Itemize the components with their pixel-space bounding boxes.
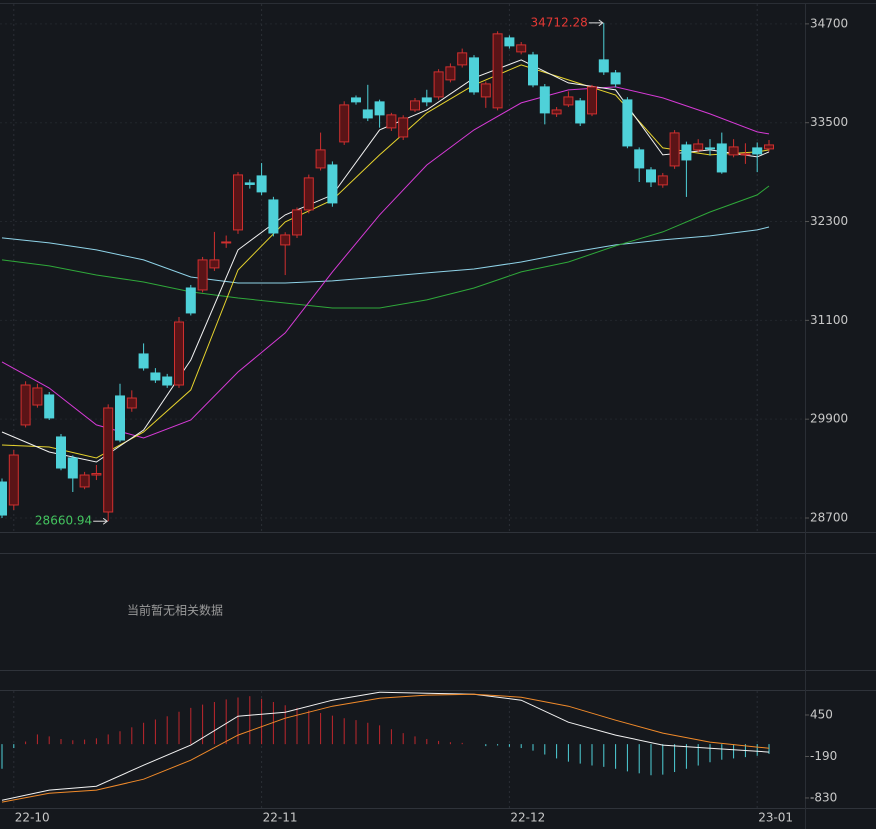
y-tick-label: 450 [810,707,833,721]
candle-body [362,109,373,119]
candle-body [351,97,361,103]
candle-body [587,86,597,115]
candle-body [575,100,586,124]
y-tick-label: 28700 [810,511,848,525]
candle-body [209,259,220,269]
candle-body [233,174,243,231]
candle-body [410,100,420,111]
candle-body [374,101,385,116]
candle-body [693,143,704,151]
y-tick-label: 33500 [810,115,848,129]
candle-body [327,164,338,204]
candle-body [67,457,78,479]
candle-body [268,199,279,234]
candle-body [528,54,538,86]
candle-body [280,234,291,246]
candle-body [421,97,432,103]
candle-body [185,287,196,314]
candle-body [315,149,326,169]
candle-body [115,395,125,441]
candle-body [138,353,149,369]
candle-body [91,473,102,476]
candle-body [551,109,562,115]
candle-body [764,144,774,150]
candle-body [0,481,7,516]
y-tick-label: 31100 [810,313,848,327]
candle-body [598,59,609,73]
candle-body [657,175,668,186]
candle-body [79,474,90,488]
y-tick-label: 29900 [810,412,848,426]
candle-body [103,407,114,513]
x-tick-label: 22-10 [15,811,50,825]
candle-body [646,169,656,183]
candle-body [197,259,208,291]
candle-body [457,52,468,66]
candle-body [174,321,184,386]
x-tick-label: 22-11 [263,811,298,825]
candle-body [303,177,314,211]
candle-body [221,241,232,244]
candle-body [728,146,739,156]
candle-body [398,117,409,138]
candle-body [445,66,456,81]
candle-body [634,149,645,169]
candle-body [681,144,692,161]
candle-body [563,96,574,106]
candle-body [492,33,503,109]
candle-body [32,387,43,406]
y-tick-label: 34700 [810,16,848,30]
candle-body [504,37,515,47]
x-tick-label: 22-12 [510,811,545,825]
candle-body [716,143,727,173]
candle-body [8,454,19,506]
candle-body [20,384,31,426]
y-tick-label: -190 [810,749,837,763]
candle-body [162,376,173,386]
annotation-arrowhead [598,19,604,27]
candle-body [126,397,137,409]
candle-body [433,71,444,98]
candle-body [622,99,633,147]
annotation-label: 34712.28 [531,15,588,29]
line-series [1,691,770,801]
candle-body [339,104,350,143]
candle-body [740,153,751,156]
y-tick-label: 32300 [810,214,848,228]
candle-body [256,175,267,193]
candle-body [610,72,621,85]
line-series [1,693,770,803]
y-tick-label: -830 [810,790,837,804]
line-series [1,185,770,309]
candle-body [386,114,397,129]
candle-body [56,436,66,469]
candle-body [752,147,763,155]
candle-body [244,182,255,185]
line-series [1,226,770,284]
no-data-note: 当前暂无相关数据 [127,603,223,618]
candle-body [469,57,479,93]
candle-body [150,372,161,381]
candle-body [705,147,715,150]
annotation-arrowhead [102,517,109,525]
x-tick-label: 23-01 [758,811,793,825]
candle-body [44,394,55,419]
candle-body [516,44,527,53]
candle-body [480,83,491,98]
candle-body [539,86,550,114]
candle-body [669,132,680,167]
candle-body [292,209,302,236]
annotation-label: 28660.94 [35,514,92,528]
